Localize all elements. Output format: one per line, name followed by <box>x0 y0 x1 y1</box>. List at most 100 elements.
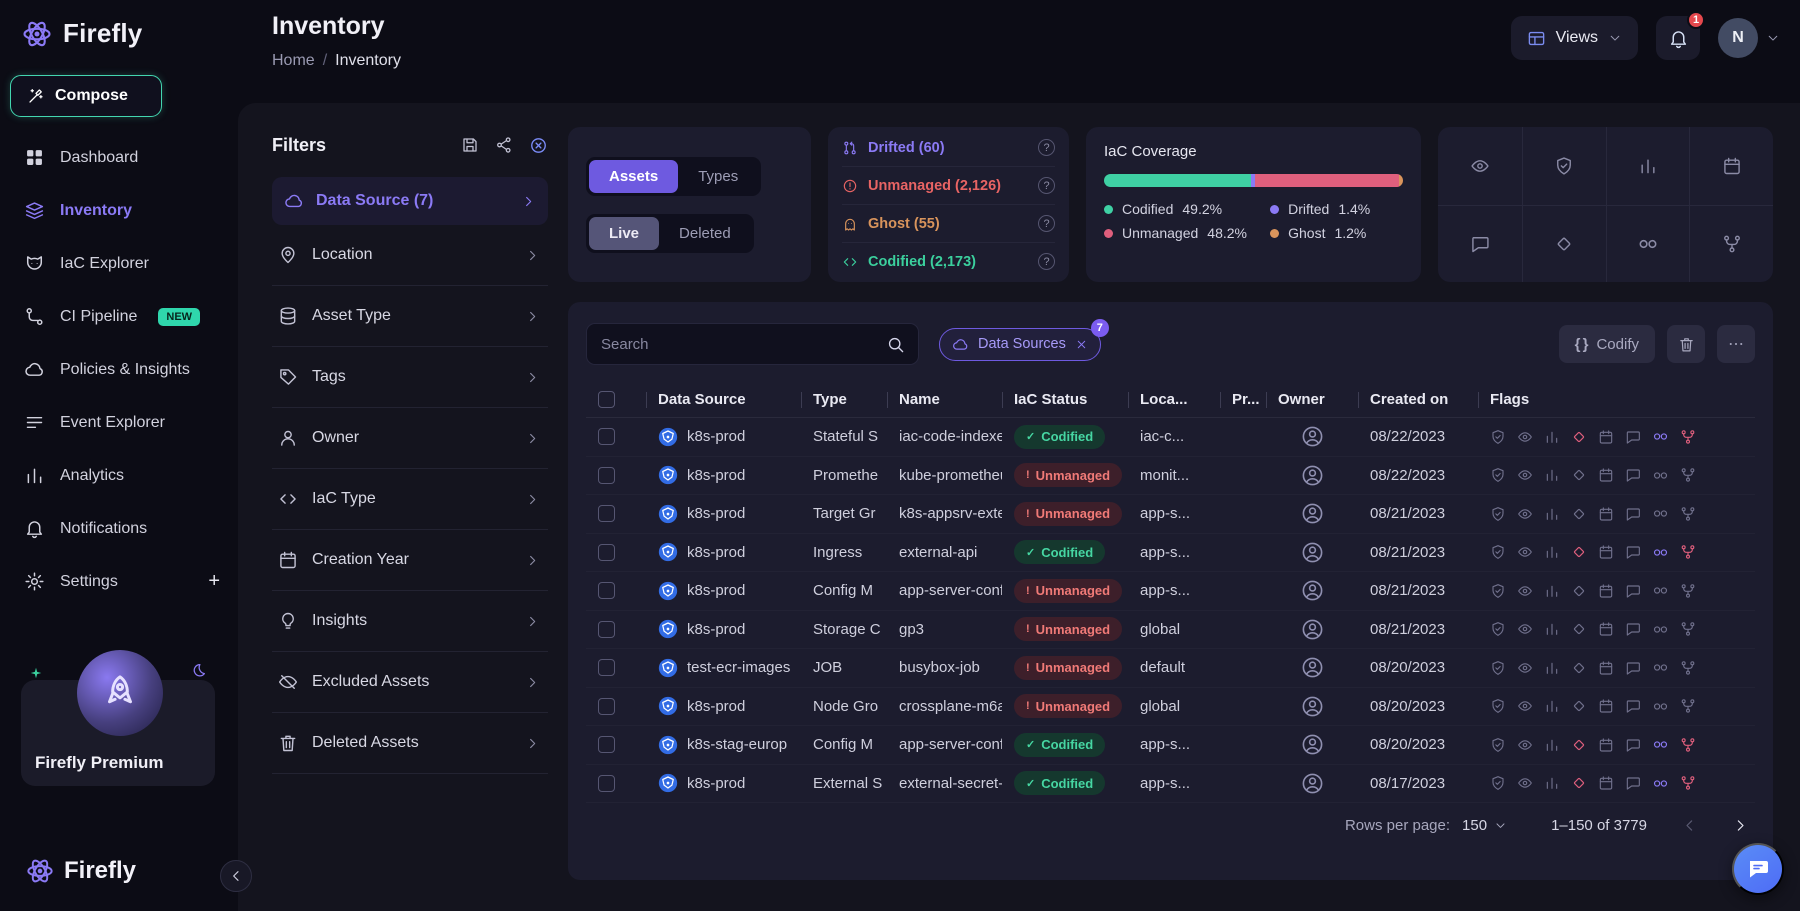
filter-item-insights[interactable]: Insights <box>272 591 548 652</box>
chat-widget-button[interactable] <box>1732 843 1784 895</box>
table-row[interactable]: k8s-prod Config M app-server-conf ! Unma… <box>586 572 1755 611</box>
table-row[interactable]: test-ecr-images JOB busybox-job ! Unmana… <box>586 649 1755 688</box>
share-filters-icon[interactable] <box>495 136 513 154</box>
table-row[interactable]: k8s-prod External S external-secret- ✓ C… <box>586 765 1755 803</box>
sidebar-item-inventory[interactable]: Inventory <box>0 184 238 237</box>
add-icon[interactable]: + <box>208 570 220 592</box>
flags-cell <box>1478 544 1755 561</box>
filter-item-tags[interactable]: Tags <box>272 347 548 408</box>
filter-item-excluded-assets[interactable]: Excluded Assets <box>272 652 548 713</box>
sidebar-collapse-button[interactable] <box>220 860 252 892</box>
search-input[interactable] <box>587 324 918 364</box>
table-row[interactable]: k8s-stag-europ Config M app-server-conf … <box>586 726 1755 765</box>
assets-toggle-button[interactable]: Assets <box>589 159 679 193</box>
help-icon[interactable]: ? <box>1038 177 1055 194</box>
select-all-checkbox[interactable] <box>598 391 615 408</box>
chevron-right-icon <box>1732 817 1749 834</box>
branch-flag-icon <box>1680 698 1696 714</box>
table-row[interactable]: k8s-prod Node Gro crossplane-m6a ! Unman… <box>586 688 1755 726</box>
filter-label: IaC Type <box>312 490 376 507</box>
premium-card[interactable]: Firefly Premium <box>21 650 215 786</box>
row-checkbox[interactable] <box>598 697 615 715</box>
calendar-flag-icon <box>1598 467 1614 483</box>
filter-item-location[interactable]: Location <box>272 225 548 286</box>
avatar[interactable]: N <box>1718 18 1758 58</box>
rows-per-page-select[interactable]: 150 <box>1462 817 1507 834</box>
sidebar-item-event-explorer[interactable]: Event Explorer <box>0 396 238 449</box>
help-icon[interactable]: ? <box>1038 253 1055 270</box>
deleted-toggle-button[interactable]: Deleted <box>659 217 751 250</box>
legend-pct: 1.2% <box>1334 225 1367 241</box>
filter-item-asset-type[interactable]: Asset Type <box>272 286 548 347</box>
filter-item-owner[interactable]: Owner <box>272 408 548 469</box>
sidebar-item-ci-pipeline[interactable]: CI Pipeline NEW <box>0 290 238 343</box>
owner-avatar-icon <box>1301 618 1324 641</box>
chevron-down-icon <box>1766 31 1780 45</box>
row-checkbox[interactable] <box>598 466 615 484</box>
sidebar-item-notifications[interactable]: Notifications <box>0 502 238 555</box>
filter-item-iac-type[interactable]: IaC Type <box>272 469 548 530</box>
chart-flag-icon <box>1544 429 1560 445</box>
stat-unmanaged[interactable]: Unmanaged (2,126) ? <box>842 166 1055 204</box>
stat-drifted[interactable]: Drifted (60) ? <box>842 129 1055 166</box>
sidebar-item-iac-explorer[interactable]: IaC Explorer <box>0 237 238 290</box>
more-actions-button[interactable] <box>1717 325 1755 363</box>
sidebar-item-analytics[interactable]: Analytics <box>0 449 238 502</box>
eye-flag-toggle[interactable] <box>1438 127 1522 205</box>
previous-page-button[interactable] <box>1681 817 1698 834</box>
compose-label: Compose <box>55 87 128 104</box>
help-icon[interactable]: ? <box>1038 215 1055 232</box>
next-page-button[interactable] <box>1732 817 1749 834</box>
codify-button[interactable]: { } Codify <box>1558 325 1655 363</box>
stat-codified[interactable]: Codified (2,173) ? <box>842 242 1055 280</box>
data-sources-filter-chip[interactable]: Data Sources <box>939 327 1101 361</box>
filter-item-data-source[interactable]: Data Source (7) <box>272 177 548 225</box>
row-checkbox[interactable] <box>598 774 615 792</box>
column-header: Data Source <box>646 391 801 408</box>
row-checkbox[interactable] <box>598 428 615 446</box>
views-button[interactable]: Views <box>1510 16 1638 60</box>
filter-item-deleted-assets[interactable]: Deleted Assets <box>272 713 548 774</box>
delete-button[interactable] <box>1667 325 1705 363</box>
user-menu[interactable]: N <box>1718 18 1780 58</box>
close-icon[interactable] <box>1075 338 1088 351</box>
row-checkbox[interactable] <box>598 659 615 677</box>
table-row[interactable]: k8s-prod Promethe kube-prometheu ! Unman… <box>586 457 1755 495</box>
shield-flag-toggle[interactable] <box>1521 127 1606 205</box>
compose-button[interactable]: Compose <box>10 75 162 117</box>
filters-header: Filters <box>272 127 548 163</box>
calendar-flag-toggle[interactable] <box>1689 127 1773 205</box>
live-toggle-button[interactable]: Live <box>589 216 660 250</box>
infinity-flag-toggle[interactable] <box>1605 204 1690 282</box>
branch-flag-toggle[interactable] <box>1689 204 1773 282</box>
table-header: Data Source Type Name IaC Status Loca... Pr..… <box>586 382 1755 418</box>
row-checkbox[interactable] <box>598 620 615 638</box>
chart-flag-toggle[interactable] <box>1605 127 1690 205</box>
sidebar-item-policies-insights[interactable]: Policies & Insights <box>0 343 238 396</box>
diamond-flag-toggle[interactable] <box>1521 204 1606 282</box>
row-checkbox[interactable] <box>598 505 615 523</box>
sidebar-item-dashboard[interactable]: Dashboard <box>0 131 238 184</box>
sidebar-item-settings[interactable]: Settings + <box>0 555 238 608</box>
clear-filters-icon[interactable] <box>529 136 548 155</box>
table-row[interactable]: k8s-prod Target Gr k8s-appsrv-exte ! Unm… <box>586 495 1755 534</box>
save-filters-icon[interactable] <box>461 136 479 154</box>
chart-bars-icon <box>24 465 45 486</box>
types-toggle-button[interactable]: Types <box>678 160 758 193</box>
row-checkbox[interactable] <box>598 582 615 600</box>
filter-item-creation-year[interactable]: Creation Year <box>272 530 548 591</box>
row-checkbox[interactable] <box>598 736 615 754</box>
name-cell: app-server-conf <box>899 582 1002 600</box>
table-row[interactable]: k8s-prod Stateful S iac-code-indexe ✓ Co… <box>586 418 1755 457</box>
table-row[interactable]: k8s-prod Storage C gp3 ! Unmanaged globa… <box>586 611 1755 649</box>
table-row[interactable]: k8s-prod Ingress external-api ✓ Codified… <box>586 534 1755 572</box>
type-cell: Promethe <box>813 466 879 484</box>
row-checkbox[interactable] <box>598 543 615 561</box>
codify-label: Codify <box>1596 335 1639 353</box>
stat-ghost[interactable]: Ghost (55) ? <box>842 204 1055 242</box>
comment-flag-toggle[interactable] <box>1438 204 1522 283</box>
help-icon[interactable]: ? <box>1038 139 1055 156</box>
chevron-right-icon <box>525 614 540 629</box>
notifications-button[interactable]: 1 <box>1656 11 1705 60</box>
breadcrumb-home-link[interactable]: Home <box>272 52 315 69</box>
